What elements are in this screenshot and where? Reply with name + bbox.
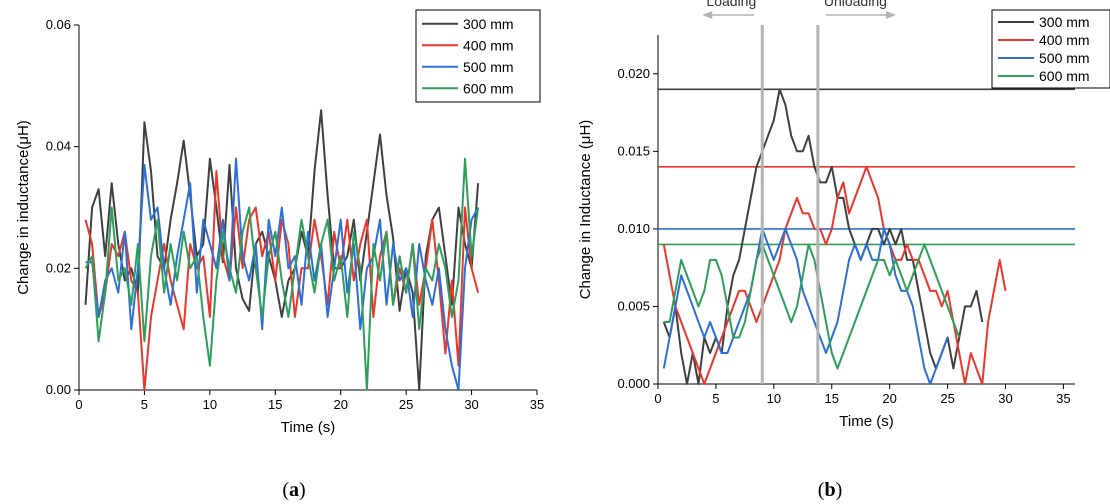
legend-label-500-mm: 500 mm: [463, 59, 514, 75]
x-tick-label: 5: [712, 391, 719, 406]
legend-label-300-mm: 300 mm: [1039, 14, 1090, 30]
chart-panel-a: 0 5 10 15 20 25 30 35 0.00 0.02 0.04 0.06 Time (s) Ch…: [15, 9, 544, 436]
y-tick-label: 0.06: [46, 17, 71, 32]
x-tick-label: 15: [268, 397, 282, 412]
annotation-arrowhead-loading: [702, 11, 713, 19]
series-line-600-mm: [84, 157, 480, 391]
x-tick-label: 10: [203, 397, 217, 412]
y-tick-label: 0.00: [46, 382, 71, 397]
annotation-arrowhead-unloading: [885, 11, 896, 19]
y-tick-label: 0.020: [617, 66, 650, 81]
series-line-600-mm: [663, 243, 961, 370]
annotation-label-unloading: Unloading: [824, 0, 887, 9]
y-tick-label: 0.005: [617, 298, 650, 313]
panel-caption-a: (a): [282, 479, 305, 501]
y-tick-label: 0.02: [46, 260, 71, 275]
x-tick-label: 5: [141, 397, 148, 412]
x-tick-label: 30: [998, 391, 1012, 406]
legend: 300 mm 400 mm 500 mm 600 mm: [991, 9, 1110, 89]
y-axis-label: Change in inductance(μH): [15, 120, 32, 295]
y-tick-label: 0.04: [46, 139, 71, 154]
legend-box: [415, 9, 541, 103]
legend-label-500-mm: 500 mm: [1039, 50, 1090, 66]
y-tick-label: 0.010: [617, 221, 650, 236]
legend-label-400-mm: 400 mm: [463, 37, 514, 53]
x-tick-label: 25: [399, 397, 413, 412]
series-line-400-mm: [662, 165, 1007, 385]
legend-label-300-mm: 300 mm: [463, 16, 514, 32]
x-tick-label: 25: [940, 391, 954, 406]
x-axis-label: Time (s): [281, 419, 335, 436]
legend-label-600-mm: 600 mm: [463, 80, 514, 96]
plot-area: [84, 109, 480, 391]
y-tick-label: 0.015: [617, 143, 650, 158]
x-axis-label: Time (s): [839, 413, 893, 430]
x-tick-label: 0: [654, 391, 661, 406]
y-tick-label: 0.000: [617, 376, 650, 391]
legend: 300 mm 400 mm 500 mm 600 mm: [415, 9, 541, 103]
x-tick-label: 35: [530, 397, 544, 412]
series-line-300-mm: [84, 109, 480, 391]
legend-label-400-mm: 400 mm: [1039, 32, 1090, 48]
annotation-label-loading: Loading: [706, 0, 756, 9]
series-line-500-mm: [662, 227, 949, 385]
legend-label-600-mm: 600 mm: [1039, 68, 1090, 84]
x-tick-label: 35: [1056, 391, 1070, 406]
series-line-500-mm: [85, 157, 479, 391]
x-tick-label: 20: [882, 391, 896, 406]
x-tick-label: 10: [767, 391, 781, 406]
x-tick-label: 30: [464, 397, 478, 412]
panel-caption-b: (b): [818, 479, 842, 501]
x-tick-label: 15: [825, 391, 839, 406]
chart-panel-b: 0 5 10 15 20 25 30 35 0.000 0.005 0.010 0.015 0.020 T…: [577, 0, 1110, 430]
plot-area: [662, 88, 1007, 385]
x-tick-label: 20: [333, 397, 347, 412]
y-axis-label: Change in Inductance (μH): [577, 120, 594, 300]
x-tick-label: 0: [75, 397, 82, 412]
